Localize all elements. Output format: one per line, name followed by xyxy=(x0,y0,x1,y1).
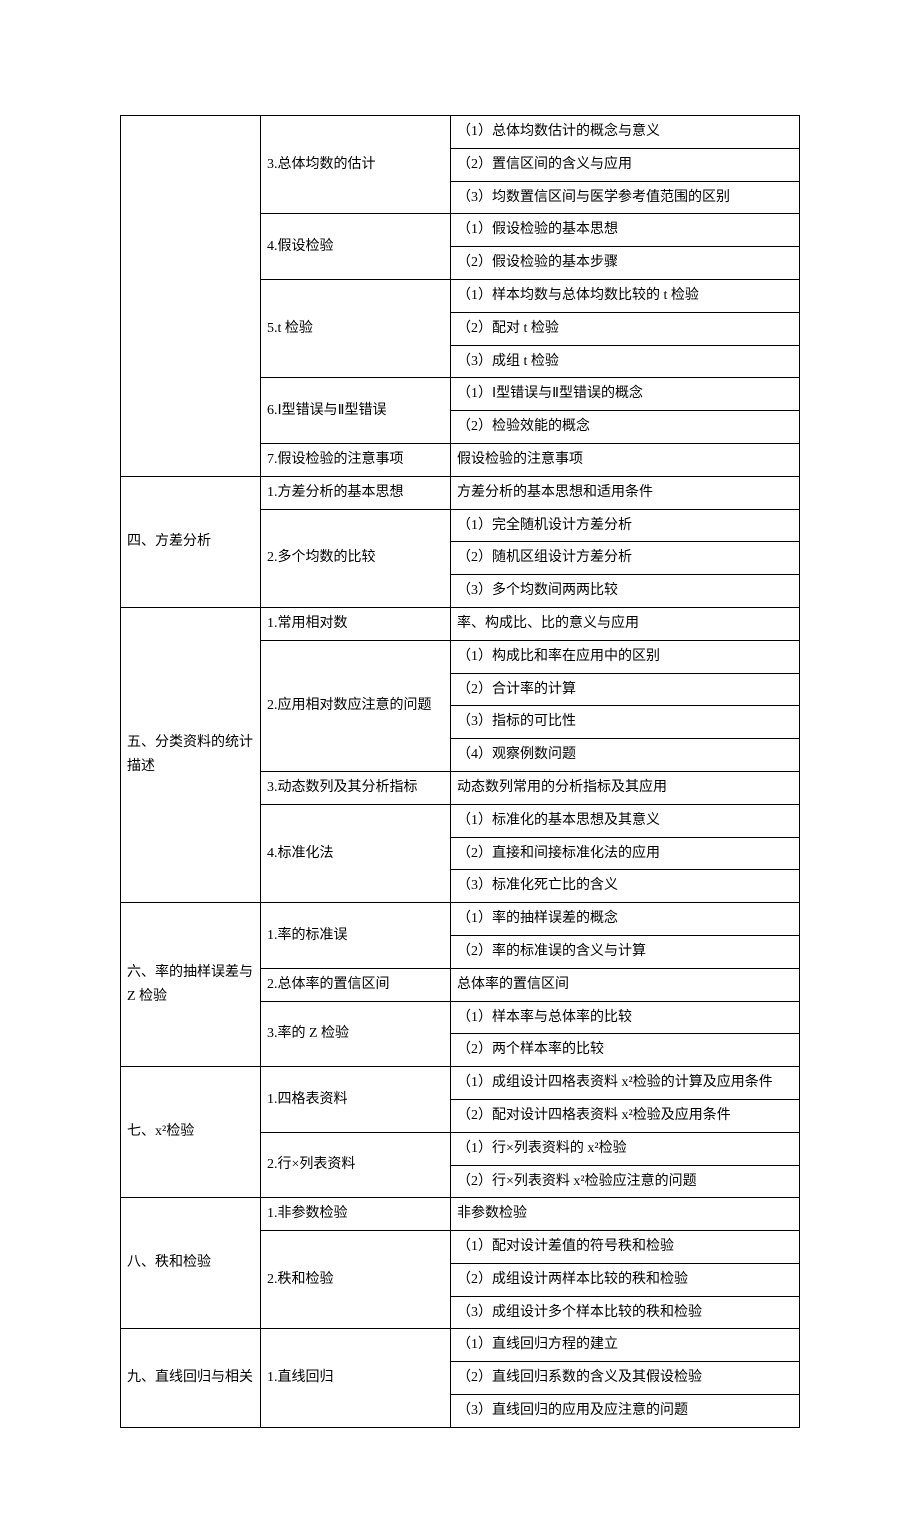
topic-cell: 2.多个均数的比较 xyxy=(261,509,451,607)
table-row: 3.总体均数的估计（1）总体均数估计的概念与意义 xyxy=(121,116,800,149)
point-cell: （1）成组设计四格表资料 x²检验的计算及应用条件 xyxy=(451,1067,800,1100)
point-cell: （3）成组 t 检验 xyxy=(451,345,800,378)
topic-cell: 3.总体均数的估计 xyxy=(261,116,451,214)
unit-cell xyxy=(121,116,261,477)
topic-cell: 5.t 检验 xyxy=(261,279,451,377)
point-cell: （3）成组设计多个样本比较的秩和检验 xyxy=(451,1296,800,1329)
unit-cell: 八、秩和检验 xyxy=(121,1198,261,1329)
point-cell: （2）直接和间接标准化法的应用 xyxy=(451,837,800,870)
topic-cell: 1.方差分析的基本思想 xyxy=(261,476,451,509)
point-cell: 假设检验的注意事项 xyxy=(451,443,800,476)
point-cell: （1）构成比和率在应用中的区别 xyxy=(451,640,800,673)
point-cell: （4）观察例数问题 xyxy=(451,739,800,772)
topic-cell: 4.假设检验 xyxy=(261,214,451,280)
point-cell: （2）检验效能的概念 xyxy=(451,411,800,444)
point-cell: 动态数列常用的分析指标及其应用 xyxy=(451,771,800,804)
topic-cell: 2.应用相对数应注意的问题 xyxy=(261,640,451,771)
table-row: 九、直线回归与相关1.直线回归（1）直线回归方程的建立 xyxy=(121,1329,800,1362)
unit-cell: 九、直线回归与相关 xyxy=(121,1329,261,1427)
point-cell: （1）配对设计差值的符号秩和检验 xyxy=(451,1231,800,1264)
table-row: 七、x²检验1.四格表资料（1）成组设计四格表资料 x²检验的计算及应用条件 xyxy=(121,1067,800,1100)
point-cell: （2）率的标准误的含义与计算 xyxy=(451,935,800,968)
point-cell: 非参数检验 xyxy=(451,1198,800,1231)
table-row: 六、率的抽样误差与 Z 检验1.率的标准误（1）率的抽样误差的概念 xyxy=(121,903,800,936)
point-cell: （1）总体均数估计的概念与意义 xyxy=(451,116,800,149)
point-cell: （2）配对 t 检验 xyxy=(451,312,800,345)
point-cell: （1）率的抽样误差的概念 xyxy=(451,903,800,936)
topic-cell: 2.行×列表资料 xyxy=(261,1132,451,1198)
point-cell: （2）配对设计四格表资料 x²检验及应用条件 xyxy=(451,1099,800,1132)
point-cell: （1）标准化的基本思想及其意义 xyxy=(451,804,800,837)
topic-cell: 2.秩和检验 xyxy=(261,1231,451,1329)
topic-cell: 3.率的 Z 检验 xyxy=(261,1001,451,1067)
point-cell: （2）成组设计两样本比较的秩和检验 xyxy=(451,1263,800,1296)
unit-cell: 六、率的抽样误差与 Z 检验 xyxy=(121,903,261,1067)
syllabus-table: 3.总体均数的估计（1）总体均数估计的概念与意义（2）置信区间的含义与应用（3）… xyxy=(120,115,800,1428)
table-row: 四、方差分析1.方差分析的基本思想方差分析的基本思想和适用条件 xyxy=(121,476,800,509)
point-cell: （2）合计率的计算 xyxy=(451,673,800,706)
point-cell: 总体率的置信区间 xyxy=(451,968,800,1001)
table-row: 八、秩和检验1.非参数检验非参数检验 xyxy=(121,1198,800,1231)
topic-cell: 2.总体率的置信区间 xyxy=(261,968,451,1001)
table-body: 3.总体均数的估计（1）总体均数估计的概念与意义（2）置信区间的含义与应用（3）… xyxy=(121,116,800,1428)
unit-cell: 五、分类资料的统计描述 xyxy=(121,607,261,902)
unit-cell: 七、x²检验 xyxy=(121,1067,261,1198)
point-cell: （1）行×列表资料的 x²检验 xyxy=(451,1132,800,1165)
point-cell: （1）假设检验的基本思想 xyxy=(451,214,800,247)
table-row: 五、分类资料的统计描述1.常用相对数率、构成比、比的意义与应用 xyxy=(121,607,800,640)
point-cell: （3）均数置信区间与医学参考值范围的区别 xyxy=(451,181,800,214)
point-cell: （2）置信区间的含义与应用 xyxy=(451,148,800,181)
point-cell: （2）两个样本率的比较 xyxy=(451,1034,800,1067)
point-cell: （3）指标的可比性 xyxy=(451,706,800,739)
topic-cell: 1.非参数检验 xyxy=(261,1198,451,1231)
unit-cell: 四、方差分析 xyxy=(121,476,261,607)
topic-cell: 3.动态数列及其分析指标 xyxy=(261,771,451,804)
topic-cell: 1.率的标准误 xyxy=(261,903,451,969)
point-cell: （2）直线回归系数的含义及其假设检验 xyxy=(451,1362,800,1395)
point-cell: 率、构成比、比的意义与应用 xyxy=(451,607,800,640)
point-cell: （3）标准化死亡比的含义 xyxy=(451,870,800,903)
point-cell: （1）完全随机设计方差分析 xyxy=(451,509,800,542)
topic-cell: 7.假设检验的注意事项 xyxy=(261,443,451,476)
point-cell: （3）多个均数间两两比较 xyxy=(451,575,800,608)
point-cell: （2）假设检验的基本步骤 xyxy=(451,247,800,280)
point-cell: （1）样本率与总体率的比较 xyxy=(451,1001,800,1034)
point-cell: （2）行×列表资料 x²检验应注意的问题 xyxy=(451,1165,800,1198)
point-cell: （1）直线回归方程的建立 xyxy=(451,1329,800,1362)
topic-cell: 1.直线回归 xyxy=(261,1329,451,1427)
point-cell: （1）Ⅰ型错误与Ⅱ型错误的概念 xyxy=(451,378,800,411)
topic-cell: 1.常用相对数 xyxy=(261,607,451,640)
topic-cell: 1.四格表资料 xyxy=(261,1067,451,1133)
point-cell: （1）样本均数与总体均数比较的 t 检验 xyxy=(451,279,800,312)
point-cell: （2）随机区组设计方差分析 xyxy=(451,542,800,575)
topic-cell: 6.Ⅰ型错误与Ⅱ型错误 xyxy=(261,378,451,444)
topic-cell: 4.标准化法 xyxy=(261,804,451,902)
point-cell: 方差分析的基本思想和适用条件 xyxy=(451,476,800,509)
point-cell: （3）直线回归的应用及应注意的问题 xyxy=(451,1395,800,1428)
